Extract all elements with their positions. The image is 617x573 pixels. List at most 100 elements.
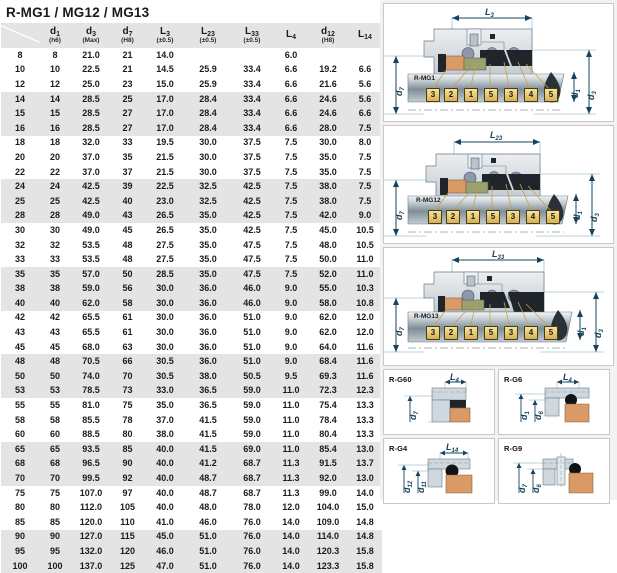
variant-dim-label-g6-0: d1 — [519, 411, 531, 420]
cell-L23: 41.5 — [199, 414, 217, 425]
table-row: 48 48 70.5 66 30.5 36.0 51.0 9.0 68.4 11.6 — [1, 354, 382, 370]
cell-d1: 20 — [49, 151, 60, 162]
cell-L33: 68.7 — [230, 456, 274, 472]
cell-d3: 42.5 — [71, 193, 111, 209]
cell-L3: 40.0 — [156, 502, 174, 513]
cell-L23: 30.0 — [199, 166, 217, 177]
cell-L33: 68.7 — [243, 487, 261, 498]
cell-L33: 50.5 — [230, 369, 274, 384]
cell-L14: 7.5 — [358, 151, 372, 162]
col-header-d3: d3 (Max) — [71, 23, 111, 48]
table-header-row: d1 (h6) d3 (Max) d7 (H8) L3 (±0.5) — [1, 23, 382, 48]
cell-L14: 13.0 — [348, 471, 382, 486]
cell-d12: 55.0 — [308, 281, 348, 297]
variant-dim-label-g4-0: d12 — [402, 480, 414, 493]
dimension-label-left-3: d7 — [394, 327, 406, 336]
cell-d1: 22 — [49, 166, 60, 177]
cell-d1: 24 — [39, 179, 71, 194]
cell-d3: 32.0 — [82, 137, 100, 148]
cell-L33: 69.0 — [230, 442, 274, 457]
seal-variant-drawing-g9 — [513, 453, 594, 494]
cell-size: 20 — [14, 151, 25, 162]
cell-L4: 7.5 — [284, 239, 298, 250]
cell-L3: 23.0 — [144, 193, 186, 209]
cell-L14: 14.8 — [348, 529, 382, 545]
cell-d3: 78.5 — [71, 383, 111, 399]
cell-L4: 12.0 — [282, 502, 300, 513]
cell-d3: 22.5 — [82, 64, 100, 75]
cell-d12: 48.0 — [319, 239, 337, 250]
diagram-r-g4: R-G4 L14 d12 d11 — [383, 438, 495, 504]
cell-d3: 49.0 — [82, 224, 100, 235]
cell-d1: 35 — [39, 266, 71, 282]
cell-d1: 42 — [49, 312, 60, 323]
seal-assembly-drawing-1 — [384, 15, 596, 115]
cell-L4: 7.5 — [284, 224, 298, 235]
cell-size: 65 — [1, 442, 39, 457]
cell-d7: 75 — [122, 400, 133, 411]
cell-L4: 9.0 — [274, 354, 308, 370]
cell-L3: 40.0 — [156, 487, 174, 498]
cell-size: 35 — [1, 266, 39, 282]
cell-L4: 6.6 — [274, 106, 308, 121]
cell-L4: 6.6 — [274, 120, 308, 136]
cell-L4: 14.0 — [274, 558, 308, 573]
cell-d3: 42.5 — [71, 179, 111, 194]
cell-L3: 30.0 — [144, 296, 186, 311]
table-row: 14 14 28.5 25 17.0 28.4 33.4 6.6 24.6 5.6 — [1, 91, 382, 107]
cell-L33: 51.0 — [230, 354, 274, 370]
cell-L4: 7.5 — [274, 208, 308, 224]
dimension-label-length-2: L23 — [490, 130, 503, 142]
cell-L14: 15.8 — [348, 544, 382, 559]
cell-d12: 38.0 — [308, 193, 348, 209]
cell-d3: 65.5 — [82, 327, 100, 338]
cell-L14: 12.0 — [356, 327, 374, 338]
cell-L23: 28.4 — [186, 120, 230, 136]
diagram-name-1: R-MG1 — [414, 75, 435, 82]
cell-d12: 120.3 — [308, 544, 348, 559]
cell-L33: 78.0 — [243, 502, 261, 513]
cell-L23: 36.5 — [199, 400, 217, 411]
cell-L23: 32.5 — [186, 179, 230, 194]
cell-d3: 85.5 — [82, 414, 100, 425]
cell-L33: 42.5 — [230, 193, 274, 209]
table-row: 70 70 99.5 92 40.0 48.7 68.7 11.3 92.0 13.0 — [1, 471, 382, 486]
cell-L33: 68.7 — [230, 471, 274, 486]
cell-L23: 36.0 — [186, 296, 230, 311]
cell-L23: 28.4 — [186, 106, 230, 121]
cell-L33: 46.0 — [230, 281, 274, 297]
cell-size: 22 — [14, 166, 25, 177]
table-row: 35 35 57.0 50 28.5 35.0 47.5 7.5 52.0 11.0 — [1, 266, 382, 282]
cell-d1: 12 — [49, 78, 60, 89]
cell-size: 55 — [14, 400, 25, 411]
cell-d7: 78 — [122, 414, 133, 425]
table-row: 43 43 65.5 61 30.0 36.0 51.0 9.0 62.0 12.0 — [1, 325, 382, 340]
cell-d3: 59.0 — [71, 281, 111, 297]
cell-L4: 11.0 — [274, 442, 308, 457]
cell-d7: 27 — [111, 106, 144, 121]
callout-badge: 3 — [428, 210, 442, 224]
cell-d1: 53 — [39, 383, 71, 399]
cell-size: 12 — [14, 78, 25, 89]
cell-L3: 30.0 — [156, 312, 174, 323]
cell-d3: 132.0 — [71, 544, 111, 559]
cell-size: 24 — [1, 179, 39, 194]
cell-L23: 48.0 — [199, 502, 217, 513]
table-row: 20 20 37.0 35 21.5 30.0 37.5 7.5 35.0 7.5 — [1, 150, 382, 165]
cell-d7: 110 — [120, 516, 135, 527]
callout-badge: 5 — [546, 210, 560, 224]
cell-d1: 8 — [52, 49, 58, 60]
col-header-d7: d7 (H8) — [111, 23, 144, 48]
cell-L3: 30.0 — [156, 341, 174, 352]
cell-L4: 7.5 — [284, 166, 298, 177]
variant-dim-label-g6-1: d6 — [533, 411, 545, 420]
cell-L3: 40.0 — [144, 471, 186, 486]
cell-d3: 107.0 — [79, 487, 103, 498]
variant-dim-label-g4-1: d11 — [416, 481, 428, 493]
cell-L14: 12.3 — [348, 383, 382, 399]
cell-d12: 80.4 — [319, 429, 337, 440]
cell-L4: 7.5 — [274, 193, 308, 209]
table-row: 24 24 42.5 39 22.5 32.5 42.5 7.5 38.0 7.5 — [1, 179, 382, 194]
cell-L4: 11.0 — [282, 429, 300, 440]
cell-d3: 81.0 — [82, 400, 100, 411]
